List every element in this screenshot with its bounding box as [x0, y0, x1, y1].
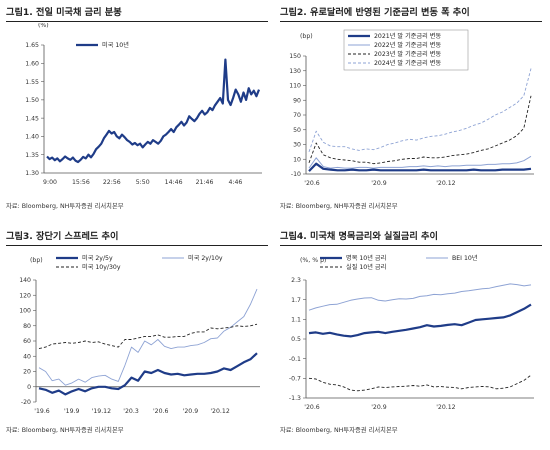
x-tick-label: 5:50 — [136, 179, 150, 186]
chart-panel-3: 그림3. 장단기 스프레드 추이 (bp) 140 120 100 80 60 40 20 0 -… — [6, 228, 271, 450]
x-tick-label: '19.12 — [92, 408, 111, 415]
x-tick-label: 21:46 — [196, 179, 214, 186]
x-tick-label: 22:56 — [103, 179, 121, 186]
x-tick-label: 4:46 — [228, 179, 242, 186]
y-tick-label: 20 — [23, 369, 31, 376]
y-tick-label: -0.7 — [289, 376, 301, 383]
legend-label: 미국 10y/30y — [82, 263, 121, 271]
y-tick-label: 2.3 — [291, 277, 301, 284]
series-line — [38, 352, 258, 396]
chart-plot: (%) 1.65 1.60 1.55 1.50 1.45 1.40 1.35 1.30 9:00 1… — [25, 23, 262, 186]
y-tick-label: 150 — [289, 53, 301, 60]
x-tick-label: '20.6 — [304, 180, 320, 187]
title-divider — [6, 245, 268, 246]
y-tick-label: 50 — [293, 127, 301, 134]
y-tick-label: 1.60 — [25, 60, 39, 67]
series-line — [308, 155, 532, 169]
x-tick-label: '20.12 — [436, 404, 455, 411]
y-tick-label: 140 — [19, 277, 31, 284]
series-line — [38, 288, 258, 386]
chart-title: 그림3. 장단기 스프레드 추이 — [6, 231, 119, 242]
y-tick-label: 1.1 — [291, 317, 301, 324]
legend-label: BEI 10년 — [452, 254, 478, 262]
y-tick-label: 1.50 — [25, 97, 39, 104]
y-tick-label: 1.40 — [25, 134, 39, 141]
y-tick-label: 40 — [23, 353, 31, 360]
y-tick-label: 0 — [27, 384, 31, 391]
series-line — [308, 68, 532, 153]
series-line — [308, 162, 532, 172]
chart-panel-4: 그림4. 미국채 명목금리와 실질금리 추이 (%, % p) 2.3 1.7 1.1… — [280, 228, 545, 450]
x-tick-label: 9:00 — [43, 179, 57, 186]
chart-title: 그림2. 유로달러에 반영된 기준금리 변동 폭 추이 — [280, 7, 470, 18]
y-tick-label: 1.45 — [25, 115, 39, 122]
title-divider — [280, 21, 542, 22]
legend-label: 미국 2y/10y — [188, 254, 223, 262]
x-tick-label: 15:56 — [72, 179, 90, 186]
y-tick-label: 10 — [293, 156, 301, 163]
unit-label: (bp) — [300, 33, 313, 40]
y-tick-label: 1.35 — [25, 152, 39, 159]
unit-label: (%, % p) — [300, 257, 326, 264]
y-tick-label: -0.1 — [289, 356, 301, 363]
y-tick-label: 30 — [293, 142, 301, 149]
x-tick-label: '20.12 — [210, 408, 229, 415]
y-tick-label: 1.55 — [25, 79, 39, 86]
chart-plot: (bp) 150 130 110 90 70 50 30 10 -10'20.6 '20.9 '20.… — [289, 29, 534, 187]
y-tick-label: 60 — [23, 338, 31, 345]
x-tick-label: '20.9 — [371, 180, 387, 187]
title-divider — [6, 21, 268, 22]
y-tick-label: 1.30 — [25, 170, 39, 177]
x-tick-label: '20.6 — [304, 404, 320, 411]
chart-source: 자료: Bloomberg, NH투자증권 리서치본부 — [280, 427, 398, 434]
y-tick-label: 130 — [289, 68, 301, 75]
chart-title: 그림4. 미국채 명목금리와 실질금리 추이 — [280, 231, 438, 242]
y-tick-label: 90 — [293, 97, 301, 104]
chart-plot: (%, % p) 2.3 1.7 1.1 0.5 -0.1 -0.7 -1.3'20.6 '20… — [289, 254, 534, 411]
chart-panel-1: 그림1. 전일 미국채 금리 분봉 (%) 1.65 1.60 1.55 1.50 1.4… — [6, 4, 271, 226]
legend-label: 2024년 말 기준금리 변동 — [374, 59, 441, 67]
y-tick-label: -10 — [291, 171, 301, 178]
legend-label: 실질 10년 금리 — [346, 263, 386, 271]
y-tick-label: 0.5 — [291, 336, 301, 343]
series-line — [308, 374, 532, 392]
chart-source: 자료: Bloomberg, NH투자증권 리서치본부 — [280, 203, 398, 210]
legend-label: 명목 10년 금리 — [346, 254, 386, 262]
unit-label: (bp) — [30, 257, 43, 264]
y-tick-label: 100 — [19, 308, 31, 315]
x-tick-label: '19.6 — [34, 408, 50, 415]
y-tick-label: 110 — [289, 83, 301, 90]
series-line — [308, 283, 532, 311]
y-tick-label: 1.65 — [25, 42, 39, 49]
y-tick-label: 80 — [23, 323, 31, 330]
y-tick-label: -1.3 — [289, 395, 301, 402]
y-tick-label: 120 — [19, 292, 31, 299]
legend-label: 2022년 말 기준금리 변동 — [374, 41, 441, 49]
unit-label: (%) — [38, 23, 49, 29]
y-tick-label: 1.7 — [291, 297, 301, 304]
x-tick-label: '20.12 — [436, 180, 455, 187]
series-line — [308, 95, 532, 165]
legend-label: 2021년 말 기준금리 변동 — [374, 32, 441, 40]
chart-source: 자료: Bloomberg, NH투자증권 리서치본부 — [6, 427, 124, 434]
title-divider — [280, 245, 542, 246]
series-line — [46, 58, 261, 164]
legend-label: 미국 2y/5y — [82, 254, 113, 262]
series-line — [38, 323, 258, 350]
x-tick-label: 14:46 — [165, 179, 183, 186]
chart-panel-2: 그림2. 유로달러에 반영된 기준금리 변동 폭 추이 (bp) 150 130 11… — [280, 4, 545, 226]
legend-label: 미국 10년 — [102, 41, 129, 49]
legend-label: 2023년 말 기준금리 변동 — [374, 50, 441, 58]
x-tick-label: '20.6 — [153, 408, 169, 415]
x-tick-label: '19.9 — [64, 408, 80, 415]
y-tick-label: 70 — [293, 112, 301, 119]
y-tick-label: -20 — [21, 399, 31, 406]
series-line — [308, 303, 532, 338]
x-tick-label: '20.9 — [371, 404, 387, 411]
chart-plot: (bp) 140 120 100 80 60 40 20 0 -20'19.6 '19.9 '19.1… — [19, 254, 260, 415]
chart-source: 자료: Bloomberg, NH투자증권 리서치본부 — [6, 203, 124, 210]
x-tick-label: '20.3 — [123, 408, 139, 415]
x-tick-label: '20.9 — [183, 408, 199, 415]
chart-title: 그림1. 전일 미국채 금리 분봉 — [6, 7, 122, 18]
